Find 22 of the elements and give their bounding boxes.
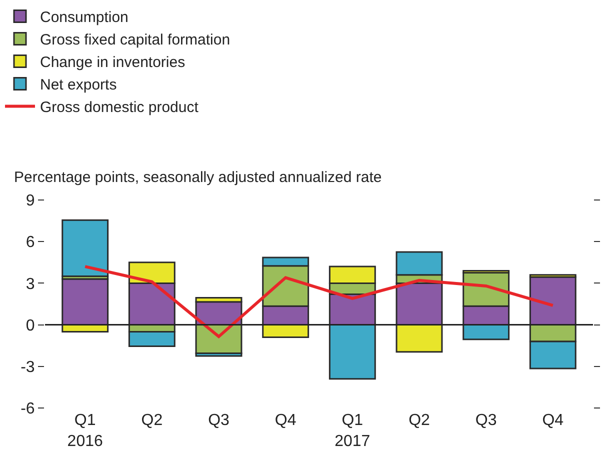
y-axis-title: Percentage points, seasonally adjusted annualized rate: [14, 169, 382, 186]
x-tick-label: Q2: [141, 412, 163, 429]
legend-label: Gross domestic product: [40, 99, 200, 116]
x-tick-label: Q4: [274, 412, 296, 429]
legend-label: Change in inventories: [40, 54, 186, 72]
x-tick-label: Q2: [408, 412, 430, 429]
y-tick-label: 6: [26, 234, 35, 252]
x-tick-label: Q3: [475, 412, 497, 429]
legend-label: Net exports: [40, 76, 117, 94]
x-tick-label: Q1 2017: [334, 412, 370, 450]
legend-label: Consumption: [40, 9, 128, 26]
x-tick-label: Q4: [542, 412, 564, 429]
x-tick-label: Q1 2016: [67, 412, 103, 450]
y-tick-label: 0: [26, 317, 35, 334]
bar: [62, 219, 109, 278]
x-tick-label: Q3: [208, 412, 230, 429]
y-tick-label: -3: [20, 359, 35, 376]
y-tick-label: 9: [26, 192, 35, 210]
legend-label: Gross fixed capital formation: [40, 32, 230, 49]
line-series: [84, 265, 554, 338]
y-tick-label: -6: [20, 400, 35, 418]
y-tick-label: 3: [26, 276, 35, 293]
